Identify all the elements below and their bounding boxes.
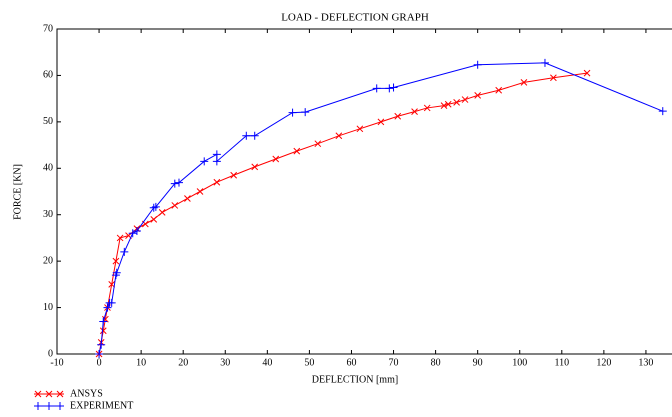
y-tick-label: 40 <box>43 163 53 174</box>
data-point <box>149 203 158 212</box>
x-tick-label: 30 <box>220 357 230 368</box>
data-point <box>583 69 591 77</box>
y-tick-label: 30 <box>43 209 53 220</box>
data-point <box>174 178 183 187</box>
data-point <box>99 317 108 326</box>
data-point <box>99 327 107 335</box>
data-point <box>170 179 179 188</box>
x-tick-label: 10 <box>136 357 146 368</box>
data-point <box>184 195 191 202</box>
x-tick-label: 110 <box>554 357 569 368</box>
x-tick-label: 0 <box>97 357 102 368</box>
data-point <box>461 96 469 103</box>
data-point <box>372 84 381 93</box>
data-point <box>394 112 402 120</box>
series <box>95 58 667 358</box>
data-point <box>288 108 297 117</box>
data-point <box>377 118 385 126</box>
data-point <box>171 202 179 209</box>
data-point <box>335 132 343 140</box>
data-point <box>411 108 418 115</box>
data-point <box>112 268 121 277</box>
data-point <box>128 229 137 238</box>
x-tick-label: 100 <box>512 357 527 368</box>
legend-marker <box>56 390 64 398</box>
data-point <box>132 226 141 235</box>
data-point <box>301 108 310 117</box>
data-point <box>520 79 528 86</box>
legend-marker <box>45 390 53 398</box>
y-tick-label: 10 <box>43 302 53 313</box>
x-tick-label: 20 <box>178 357 188 368</box>
x-tick-label: 90 <box>473 357 483 368</box>
data-point <box>212 157 221 166</box>
x-tick-label: 40 <box>262 357 272 368</box>
data-point <box>151 202 160 211</box>
data-point <box>389 83 398 92</box>
legend-marker <box>45 402 53 410</box>
data-point <box>196 188 204 195</box>
y-tick-label: 60 <box>43 70 53 81</box>
data-point <box>540 58 549 67</box>
legend-label: EXPERIMENT <box>70 400 133 411</box>
y-tick-label: 0 <box>48 348 53 359</box>
data-point <box>658 107 667 116</box>
data-point <box>250 131 259 140</box>
data-point <box>453 99 460 106</box>
data-point <box>200 157 209 166</box>
data-point <box>97 340 106 349</box>
data-point <box>95 350 104 358</box>
x-tick-label: 50 <box>304 357 314 368</box>
x-tick-label: 130 <box>638 357 653 368</box>
x-tick-label: -10 <box>50 357 63 368</box>
data-point <box>495 86 503 94</box>
legend-marker <box>34 402 42 410</box>
x-axis-label: DEFLECTION [mm] <box>312 374 398 385</box>
data-point <box>474 92 482 99</box>
legend-label: ANSYS <box>70 388 103 399</box>
y-axis-label: FORCE [KN] <box>12 164 23 220</box>
y-tick-label: 70 <box>43 23 53 34</box>
data-point <box>356 125 364 133</box>
data-point <box>213 178 221 186</box>
x-tick-label: 60 <box>346 357 356 368</box>
data-point <box>423 104 431 112</box>
data-point <box>242 131 251 140</box>
y-tick-label: 20 <box>43 255 53 266</box>
data-point <box>107 298 116 307</box>
legend-marker <box>34 390 42 398</box>
plot-frame <box>56 28 672 355</box>
data-point <box>444 100 452 108</box>
data-point <box>293 147 301 155</box>
data-point <box>251 163 259 171</box>
y-tick-label: 50 <box>43 116 53 127</box>
data-point <box>385 84 394 93</box>
data-point <box>120 247 129 256</box>
data-point <box>158 209 166 216</box>
chart-title: LOAD - DEFLECTION GRAPH <box>281 12 429 24</box>
legend-marker <box>56 402 64 410</box>
data-point <box>150 216 158 223</box>
data-point <box>314 140 322 148</box>
data-point <box>473 60 482 69</box>
data-point <box>550 74 557 82</box>
x-tick-label: 70 <box>389 357 399 368</box>
x-tick-label: 80 <box>431 357 441 368</box>
data-point <box>212 150 221 159</box>
data-point <box>103 303 112 312</box>
data-point <box>116 234 124 242</box>
data-point <box>440 102 448 109</box>
x-tick-label: 120 <box>596 357 611 368</box>
data-point <box>112 257 120 265</box>
data-point <box>230 171 238 179</box>
data-point <box>272 155 280 163</box>
